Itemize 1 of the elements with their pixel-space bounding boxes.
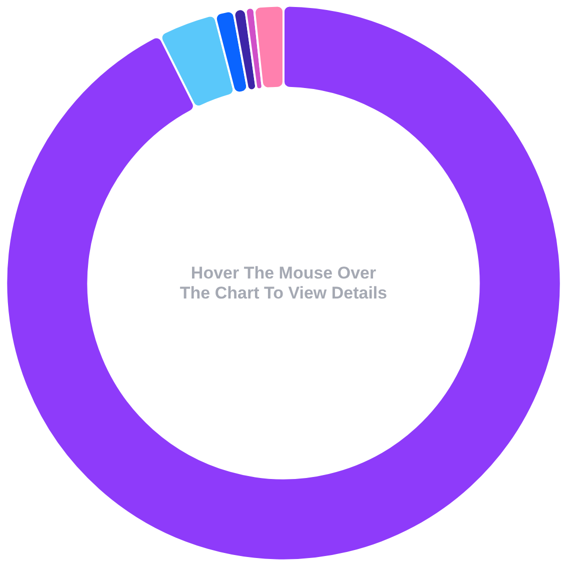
text: Hover The Mouse Over The Chart To View Details <box>180 264 388 302</box>
